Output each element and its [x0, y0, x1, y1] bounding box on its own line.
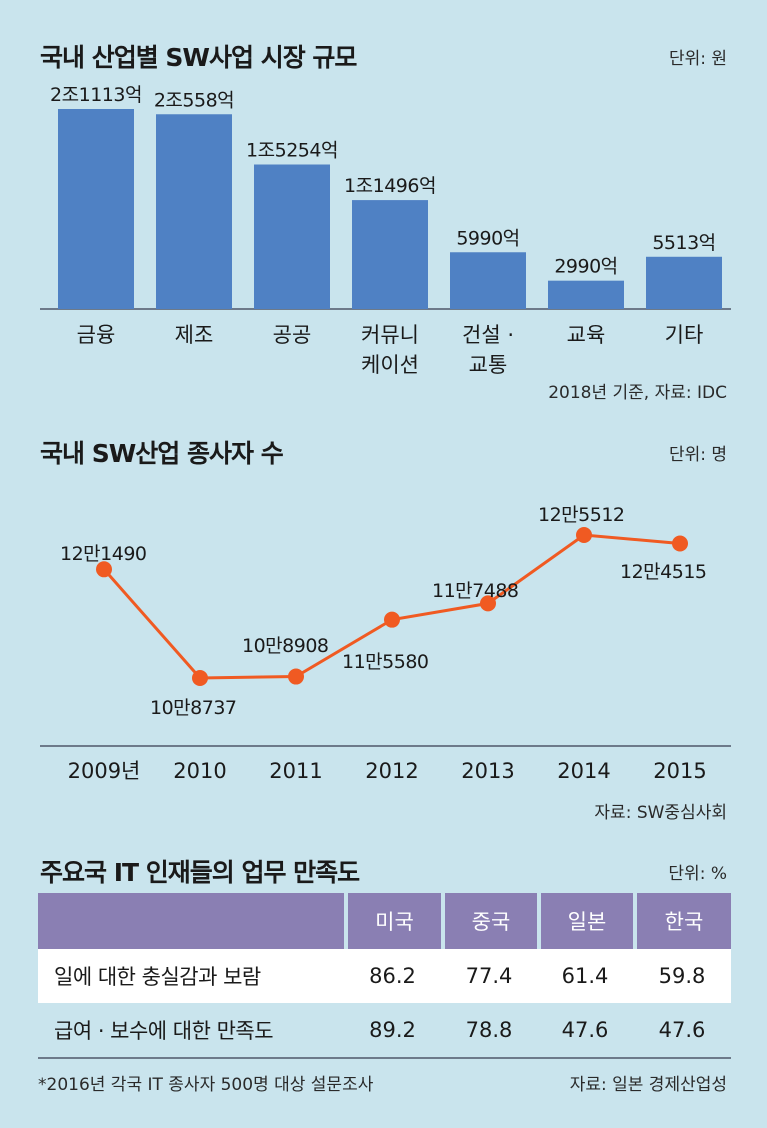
- table-unit: 단위: %: [668, 864, 727, 884]
- data-point: [576, 527, 592, 543]
- data-point: [192, 670, 208, 686]
- bar: [352, 200, 428, 309]
- bar-chart-title: 국내 산업별 SW사업 시장 규모: [40, 43, 357, 72]
- bar-value-label: 2조1113억: [50, 84, 142, 106]
- x-tick-label: 2014: [557, 759, 610, 783]
- table-row: 급여 · 보수에 대한 만족도 89.2 78.8 47.6 47.6: [38, 1003, 731, 1057]
- bar-value-label: 1조1496억: [344, 175, 436, 197]
- table-cell: 47.6: [561, 1018, 609, 1042]
- category-label: 기타: [665, 323, 704, 347]
- line-chart-source: 자료: SW중심사회: [594, 803, 727, 823]
- table-cell: 78.8: [465, 1018, 513, 1042]
- data-point: [96, 561, 112, 578]
- bar: [156, 114, 232, 310]
- column-header: 한국: [637, 893, 731, 949]
- satisfaction-table: 미국 중국 일본 한국 일에 대한 충실감과 보람 86.2 77.4 61.4…: [38, 893, 731, 1059]
- x-tick-label: 2012: [365, 759, 418, 783]
- data-point: [480, 595, 496, 612]
- category-label: 공공: [273, 323, 312, 347]
- bar: [254, 164, 330, 309]
- point-value-label: 12만1490: [60, 543, 147, 565]
- category-label: 케이션: [361, 353, 419, 377]
- table-header-row: 미국 중국 일본 한국: [38, 893, 731, 949]
- category-label: 교육: [567, 323, 606, 347]
- category-label: 커뮤니: [361, 323, 419, 347]
- table-cell: 77.4: [465, 964, 513, 988]
- category-label: 금융: [77, 323, 116, 347]
- bar-chart-unit: 단위: 원: [668, 49, 727, 69]
- line-chart: 12만1490 10만8737 10만8908 11만5580 11만7488 12만55…: [40, 504, 731, 783]
- line-chart-title: 국내 SW산업 종사자 수: [40, 439, 284, 468]
- bar-value-label: 2990억: [554, 256, 617, 278]
- data-point: [384, 611, 400, 628]
- x-tick-label: 2010: [173, 759, 226, 783]
- bar: [58, 109, 134, 309]
- bar: [450, 252, 526, 309]
- table-cell: 59.8: [658, 964, 706, 988]
- column-header: 미국: [348, 893, 441, 949]
- point-value-label: 12만4515: [620, 561, 707, 583]
- line-chart-unit: 단위: 명: [668, 445, 727, 465]
- row-label: 급여 · 보수에 대한 만족도: [54, 1019, 274, 1043]
- table-source: 자료: 일본 경제산업성: [569, 1075, 727, 1095]
- bar-value-label: 2조558억: [154, 89, 234, 111]
- table-header-blank: [38, 893, 344, 949]
- table-footnote: *2016년 각국 IT 종사자 500명 대상 설문조사: [38, 1075, 374, 1095]
- table-row: 일에 대한 충실감과 보람 86.2 77.4 61.4 59.8: [38, 949, 731, 1003]
- column-header: 일본: [541, 893, 633, 949]
- table-cell: 61.4: [561, 964, 609, 988]
- table-cell: 89.2: [369, 1018, 416, 1042]
- column-header: 중국: [445, 893, 537, 949]
- table-cell: 86.2: [369, 964, 416, 988]
- category-label: 교통: [469, 353, 508, 377]
- point-value-label: 11만5580: [342, 651, 429, 673]
- bar-chart-source: 2018년 기준, 자료: IDC: [548, 383, 727, 403]
- x-tick-label: 2009년: [68, 759, 141, 783]
- bar: [646, 256, 722, 309]
- x-tick-label: 2015: [653, 759, 706, 783]
- bar-value-label: 1조5254억: [246, 140, 338, 162]
- category-label: 건설 ·: [462, 323, 514, 347]
- point-value-label: 12만5512: [538, 504, 625, 526]
- data-point: [288, 668, 304, 685]
- x-tick-label: 2013: [461, 759, 514, 783]
- x-tick-label: 2011: [269, 759, 322, 783]
- bar-value-label: 5990억: [456, 227, 519, 249]
- point-value-label: 11만7488: [432, 580, 519, 602]
- bar: [548, 280, 624, 309]
- bar-value-label: 5513억: [652, 232, 715, 254]
- data-point: [672, 535, 688, 552]
- point-value-label: 10만8737: [150, 697, 237, 719]
- point-value-label: 10만8908: [242, 635, 329, 657]
- table-cell: 47.6: [658, 1018, 706, 1042]
- table-title: 주요국 IT 인재들의 업무 만족도: [40, 858, 360, 887]
- category-label: 제조: [175, 323, 214, 347]
- table-bottom-rule: [38, 1057, 731, 1059]
- row-label: 일에 대한 충실감과 보람: [54, 965, 261, 989]
